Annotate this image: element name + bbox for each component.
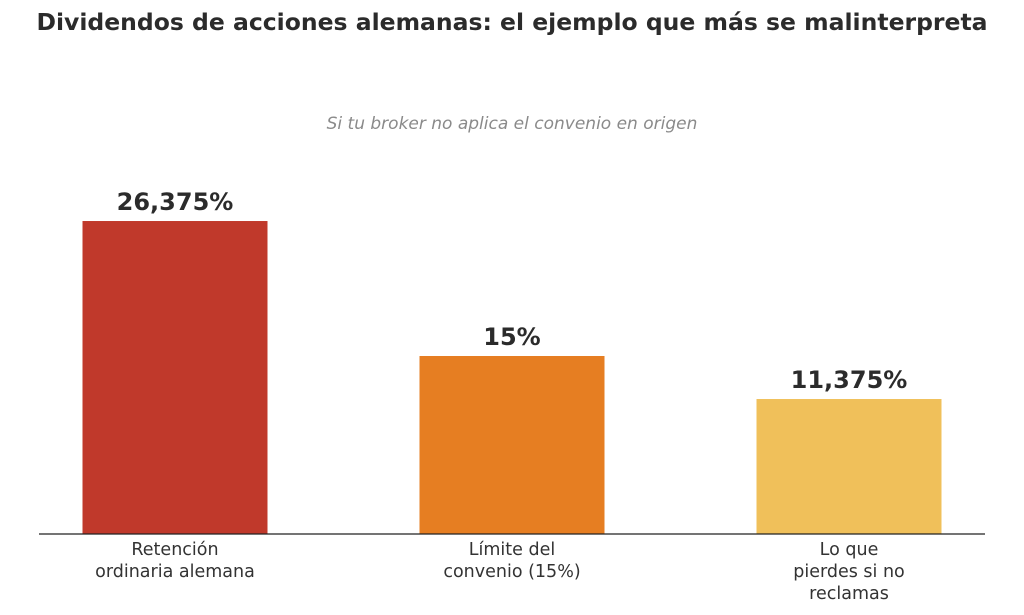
value-label-2: 15% bbox=[483, 323, 540, 351]
category-label-2: Límite del convenio (15%) bbox=[443, 540, 580, 582]
category-label-3-line-1: Lo que bbox=[820, 540, 879, 560]
chart-title: Dividendos de acciones alemanas: el ejem… bbox=[36, 8, 988, 36]
chart-subtitle: Si tu broker no aplica el convenio en or… bbox=[326, 114, 698, 134]
category-label-1: Retención ordinaria alemana bbox=[95, 540, 255, 582]
category-label-2-line-2: convenio (15%) bbox=[443, 562, 580, 582]
labels-layer: 26,375% Retención ordinaria alemana 15% Lími… bbox=[95, 188, 907, 604]
category-label-1-line-1: Retención bbox=[131, 540, 218, 560]
category-label-3-line-3: reclamas bbox=[809, 584, 889, 604]
value-label-3: 11,375% bbox=[791, 366, 908, 394]
category-label-3-line-2: pierdes si no bbox=[793, 562, 905, 582]
category-label-1-line-2: ordinaria alemana bbox=[95, 562, 255, 582]
bars-layer bbox=[82, 221, 942, 534]
bar-2 bbox=[419, 356, 605, 534]
bar-1 bbox=[82, 221, 268, 534]
value-label-1: 26,375% bbox=[117, 188, 234, 216]
bar-3 bbox=[756, 399, 942, 534]
category-label-3: Lo que pierdes si no reclamas bbox=[793, 540, 905, 604]
category-label-2-line-1: Límite del bbox=[469, 540, 555, 560]
